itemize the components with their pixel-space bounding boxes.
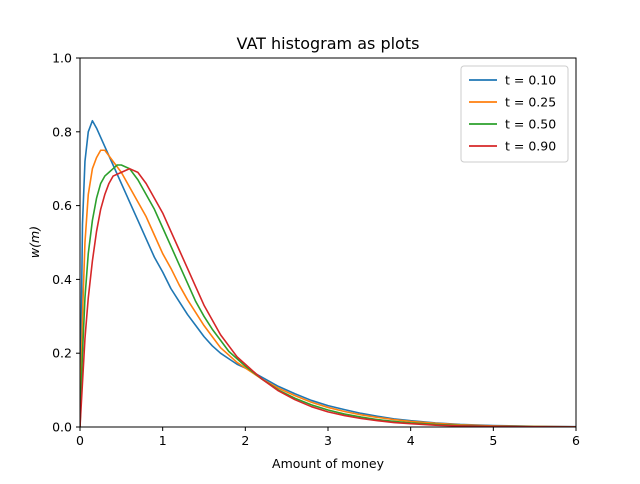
y-tick-label: 0.0 <box>52 420 72 435</box>
x-axis-label: Amount of money <box>272 456 385 471</box>
x-tick-label: 2 <box>241 433 249 448</box>
y-tick-label: 0.6 <box>52 198 72 213</box>
legend-label-3: t = 0.90 <box>505 139 556 154</box>
x-tick-label: 5 <box>489 433 497 448</box>
legend: t = 0.10 t = 0.25 t = 0.50 t = 0.90 <box>460 65 569 163</box>
series-line-3 <box>80 167 576 427</box>
series-layer <box>80 119 576 427</box>
x-tick-label: 3 <box>324 433 332 448</box>
legend-label-1: t = 0.25 <box>505 95 556 110</box>
x-tick-label: 6 <box>572 433 580 448</box>
legend-label-2: t = 0.50 <box>505 117 556 132</box>
series-line-2 <box>80 164 576 427</box>
x-tick-label: 1 <box>159 433 167 448</box>
x-tick-label: 0 <box>76 433 84 448</box>
chart-title: VAT histogram as plots <box>237 34 420 53</box>
legend-label-0: t = 0.10 <box>505 73 556 88</box>
y-tick-label: 0.2 <box>52 346 72 361</box>
series-line-1 <box>80 149 576 427</box>
ticks-layer: 0 1 2 3 4 5 6 0.0 0.2 0.4 0.6 0.8 1.0 <box>52 51 580 449</box>
y-tick-label: 0.8 <box>52 124 72 139</box>
y-tick-label: 0.4 <box>52 272 72 287</box>
y-tick-label: 1.0 <box>52 51 72 66</box>
legend-box <box>460 65 569 163</box>
x-tick-label: 4 <box>407 433 415 448</box>
y-axis-label: w(m) <box>27 226 42 258</box>
